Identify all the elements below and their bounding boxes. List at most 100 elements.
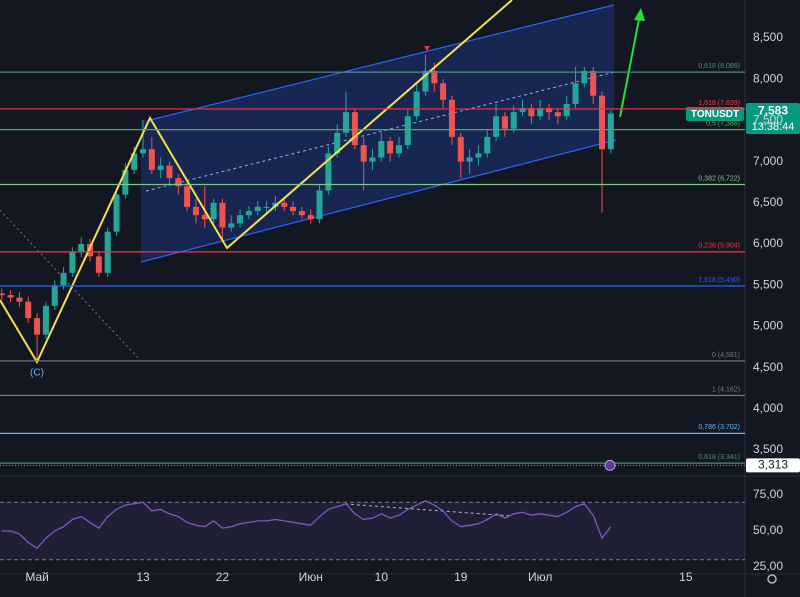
candle-body <box>245 211 252 216</box>
candle-body <box>404 116 411 146</box>
candle-body <box>237 215 244 224</box>
candle-body <box>228 223 235 228</box>
settings-icon[interactable] <box>767 574 777 584</box>
candle-body <box>254 206 261 212</box>
candle-body <box>175 178 182 187</box>
candle-body <box>475 153 482 158</box>
countdown: 13:38:44 <box>752 121 795 133</box>
x-tick-label: 13 <box>136 570 150 584</box>
candle-body <box>519 108 526 113</box>
candle-body <box>0 293 5 296</box>
channel-bottom <box>140 139 617 263</box>
marker <box>424 46 430 51</box>
candle-body <box>51 285 58 306</box>
x-tick-label: Июл <box>528 570 552 584</box>
price-tag-label: 7,583 <box>758 104 788 118</box>
candle-body <box>378 140 385 158</box>
x-tick-label: 10 <box>375 570 389 584</box>
fib-label: 1,618 (5,490) <box>698 277 740 284</box>
candle-body <box>581 70 588 84</box>
candle-body <box>201 215 208 220</box>
fib-label: 0,786 (3,702) <box>698 424 740 431</box>
fib-label: 0,618 (3,341) <box>698 454 740 461</box>
y-tick-label: 5,500 <box>753 277 783 291</box>
candle-body <box>69 252 76 273</box>
fib-label: 0,382 (6,722) <box>698 175 740 182</box>
y-tick-label: 4,000 <box>753 401 783 415</box>
candle-body <box>334 132 341 154</box>
candle-body <box>184 186 191 207</box>
candle-body <box>493 116 500 137</box>
candle-body <box>422 70 429 92</box>
candle-body <box>413 91 420 117</box>
candle-body <box>537 108 544 117</box>
rsi-line <box>1 500 612 550</box>
candle-body <box>157 165 164 170</box>
candle-body <box>590 70 597 96</box>
y-tick-label: 8,500 <box>753 30 783 44</box>
rsi-band <box>0 502 745 560</box>
candle-body <box>281 202 288 207</box>
candle-body <box>457 136 464 162</box>
alert-icon <box>604 459 616 471</box>
wave-label: (C) <box>30 368 44 379</box>
candle-body <box>307 215 314 220</box>
candle-body <box>395 145 402 154</box>
candle-body <box>122 169 129 195</box>
candle-body <box>554 112 561 117</box>
candle-body <box>78 243 85 253</box>
fib-label: 0,236 (5,904) <box>698 243 740 250</box>
rsi-tick-label: 75,00 <box>753 487 783 501</box>
candle-body <box>316 190 323 220</box>
candle-body <box>95 256 102 273</box>
candle-body <box>210 202 217 220</box>
y-tick-label: 6,000 <box>753 236 783 250</box>
marker-tag-label: 3,313 <box>758 458 788 472</box>
fib-label: 1,618 (7,639) <box>698 100 740 107</box>
candle-body <box>440 83 447 100</box>
candle-body <box>219 202 226 228</box>
y-tick-label: 5,000 <box>753 319 783 333</box>
candle-body <box>113 194 120 232</box>
symbol: TONUSDT <box>691 109 739 120</box>
fib-label: 0,5 (7,388) <box>706 120 740 127</box>
candle-body <box>369 157 376 162</box>
candle-body <box>34 318 41 335</box>
candle-body <box>16 297 23 302</box>
candle-body <box>528 108 535 117</box>
trend-line <box>0 209 141 361</box>
candle-body <box>510 112 517 129</box>
candle-body <box>431 70 438 84</box>
marker-tag <box>746 458 800 473</box>
rsi-tick-label: 50,00 <box>753 523 783 537</box>
candle-body <box>387 140 394 154</box>
y-tick-label: 3,500 <box>753 442 783 456</box>
candle-body <box>599 95 606 150</box>
candle-body <box>607 113 614 150</box>
candle-body <box>148 149 155 170</box>
candle-body <box>25 301 32 319</box>
y-tick-label: 6,500 <box>753 195 783 209</box>
candle-body <box>166 165 173 179</box>
candle-body <box>351 112 358 146</box>
x-tick-label: 19 <box>454 570 468 584</box>
channel-top <box>149 4 615 121</box>
channel-mid <box>145 71 616 192</box>
x-tick-label: Июн <box>299 570 323 584</box>
candle-body <box>484 136 491 154</box>
candle-body <box>139 149 146 154</box>
candle-body <box>87 243 94 257</box>
candle-body <box>343 112 350 133</box>
x-tick-label: Май <box>25 570 49 584</box>
candle-body <box>325 153 332 191</box>
candle-body <box>298 211 305 216</box>
candle-body <box>60 272 67 286</box>
fib-label: 0,618 (8,086) <box>698 63 740 70</box>
price-tag <box>746 103 800 134</box>
fib-label: 0 (4,581) <box>712 352 740 359</box>
arrow-shaft <box>619 13 641 118</box>
y-tick-label: 7,500 <box>753 113 783 127</box>
candle-body <box>563 103 570 117</box>
